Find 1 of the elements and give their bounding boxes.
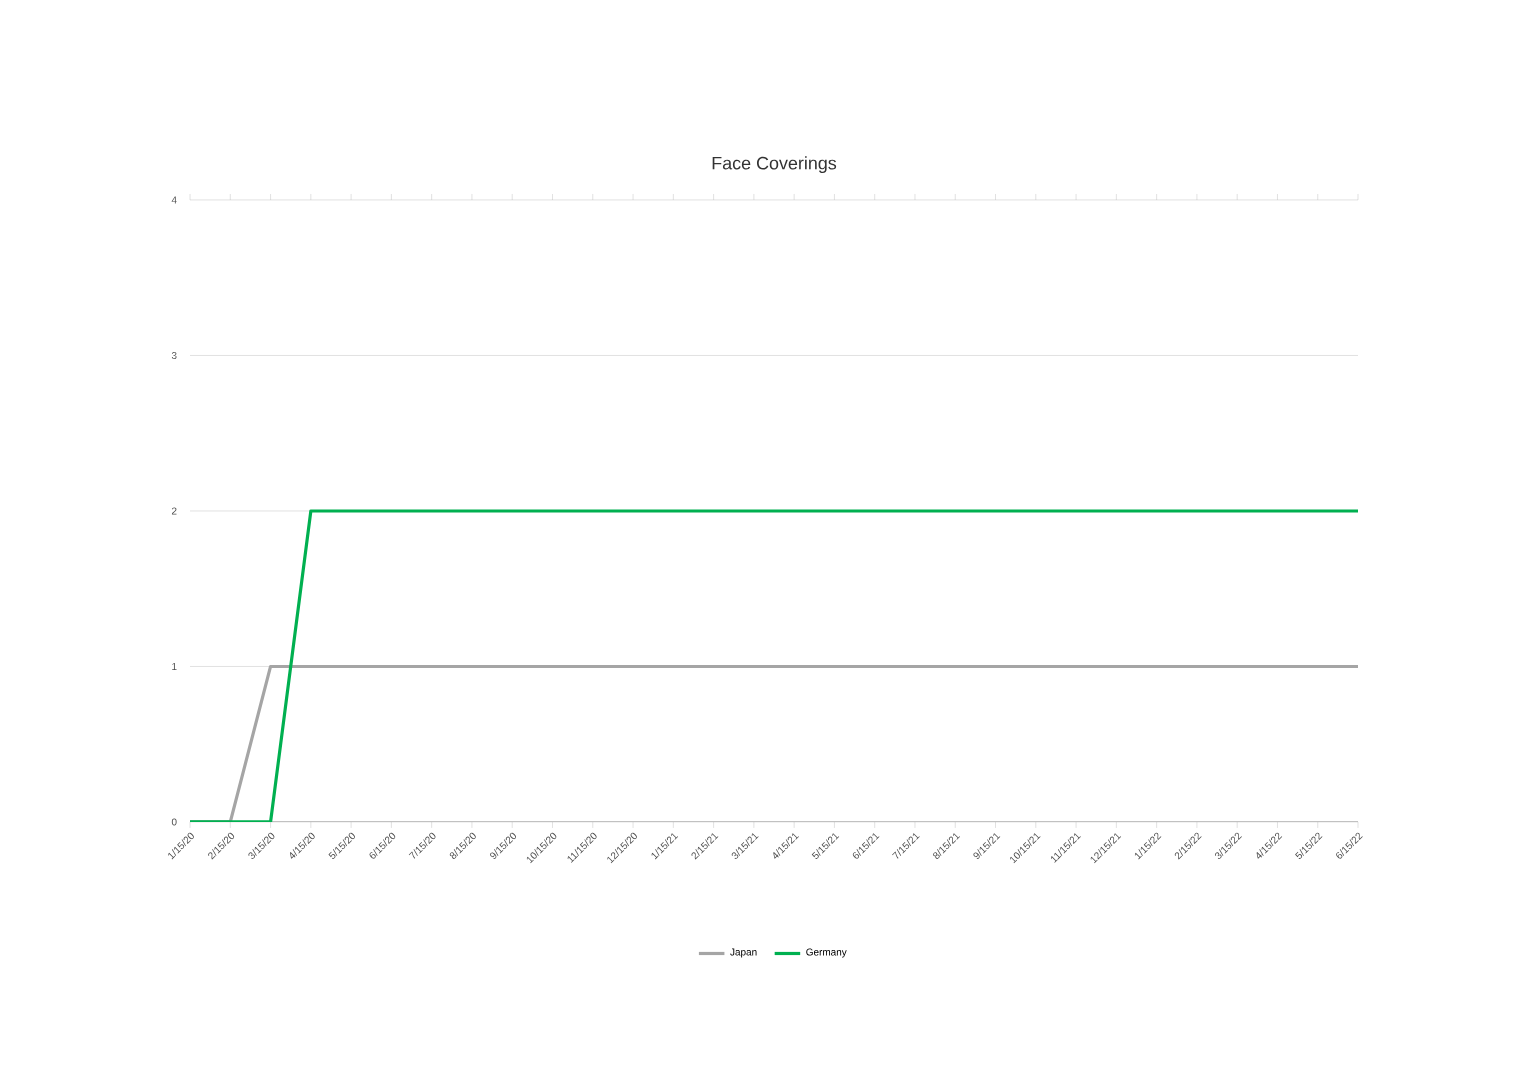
chart-title: Face Coverings <box>712 156 837 173</box>
